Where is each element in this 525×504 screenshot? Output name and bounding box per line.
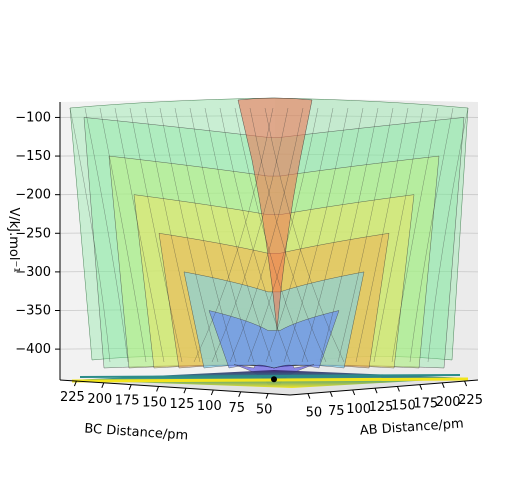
mesh-line-right xyxy=(211,107,289,363)
saddle-point-marker xyxy=(271,376,277,383)
bc-axis-line xyxy=(59,379,291,396)
ab-tick-label: 150 xyxy=(391,398,416,413)
bc-tick-mark xyxy=(210,389,214,396)
mesh-line-left xyxy=(249,107,327,363)
z-tick-label: −350 xyxy=(15,304,51,319)
ab-tick-mark xyxy=(441,382,445,389)
gridline-right xyxy=(274,269,479,273)
gridline-left xyxy=(59,269,276,273)
gridline-left xyxy=(59,115,276,118)
bc-tick-mark xyxy=(265,393,269,399)
gridline-left xyxy=(59,192,276,196)
z-tick-label: −100 xyxy=(15,110,51,125)
mesh-line-left xyxy=(144,107,201,363)
bc-tick-label: 100 xyxy=(197,399,222,414)
bc-tick-mark xyxy=(101,382,105,389)
ab-tick-label: 75 xyxy=(328,404,345,419)
contour-floor xyxy=(71,370,469,388)
gridline-right xyxy=(274,192,479,196)
ab-axis-label: AB Distance/pm xyxy=(359,416,464,438)
mesh-line-right xyxy=(301,107,364,363)
mesh-line-right xyxy=(391,107,439,363)
bc-axis-ticks: 225 200 175 150 125 100 75 50 xyxy=(60,380,273,418)
mesh-line-right xyxy=(373,107,424,363)
mesh-line-left xyxy=(189,107,255,363)
ab-tick-mark xyxy=(419,384,423,390)
bc-tick-label: 125 xyxy=(170,397,195,412)
mesh-line-left xyxy=(234,107,309,363)
gridline-left xyxy=(59,230,276,234)
bc-tick-label: 50 xyxy=(256,403,273,418)
z-axis-label: V/kJ.mol⁻¹ xyxy=(6,207,21,272)
mesh-line-right xyxy=(229,107,304,363)
mesh-line-left xyxy=(99,107,147,363)
z-tick-label: −150 xyxy=(15,149,51,164)
z-tick-label: −400 xyxy=(15,342,51,357)
ab-tick-mark xyxy=(329,391,333,397)
z-tick-label: −200 xyxy=(15,188,51,203)
ab-tick-mark xyxy=(307,393,311,399)
bc-axis-label: BC Distance/pm xyxy=(84,421,189,443)
mesh-line-right xyxy=(427,107,469,363)
mesh-line-right xyxy=(193,107,274,363)
mesh-line-right xyxy=(409,107,454,363)
bc-tick-label: 175 xyxy=(115,394,140,409)
ab-tick-label: 100 xyxy=(346,402,371,417)
bc-tick-label: 225 xyxy=(60,390,85,405)
mesh-line-left xyxy=(174,107,237,363)
mesh-line-right xyxy=(265,107,334,363)
mesh-line-right xyxy=(337,107,394,363)
ab-tick-label: 175 xyxy=(413,397,438,412)
axis-lines xyxy=(59,102,479,396)
bc-tick-label: 150 xyxy=(142,395,167,410)
ab-tick-mark xyxy=(352,389,356,396)
mesh-line-right xyxy=(283,107,349,363)
mesh-line-right xyxy=(319,107,379,363)
surface-mesh xyxy=(69,97,469,385)
floor-contour-yellow xyxy=(71,377,469,383)
ab-tick-mark xyxy=(464,380,468,387)
mesh-line-left xyxy=(114,107,165,363)
mesh-line-left xyxy=(69,107,111,363)
gridline-left xyxy=(59,153,276,157)
mesh-line-left xyxy=(159,107,219,363)
mesh-line-left xyxy=(129,107,183,363)
surface-ridge xyxy=(237,97,313,331)
mesh-line-right xyxy=(355,107,409,363)
mesh-line-left xyxy=(219,107,291,363)
ab-tick-mark xyxy=(374,388,378,394)
bc-tick-label: 75 xyxy=(228,401,245,416)
mesh-line-left xyxy=(204,107,273,363)
marker-layer xyxy=(271,376,277,383)
mesh-line-right xyxy=(247,107,319,363)
mesh-line-left xyxy=(264,107,345,363)
floor-contour-teal xyxy=(79,374,461,378)
z-tick-label: −300 xyxy=(15,265,51,280)
ab-tick-mark xyxy=(396,386,400,392)
ab-tick-label: 200 xyxy=(436,395,461,410)
z-axis-ticks: −100 −150 −200 −250 −300 −350 −400 xyxy=(15,110,60,357)
bc-tick-mark xyxy=(128,384,132,390)
mesh-line-left xyxy=(84,107,129,363)
bc-tick-label: 200 xyxy=(87,392,112,407)
z-tick-label: −250 xyxy=(15,226,51,241)
ab-tick-label: 50 xyxy=(306,406,323,421)
bc-tick-mark xyxy=(156,386,160,392)
bc-tick-mark xyxy=(238,391,242,397)
gridline-right xyxy=(274,153,479,157)
bc-tick-mark xyxy=(73,380,77,387)
ab-tick-label: 225 xyxy=(458,393,483,408)
bc-tick-mark xyxy=(183,388,187,394)
ab-tick-label: 125 xyxy=(369,400,394,415)
ab-axis-line xyxy=(289,379,479,396)
gridline-right xyxy=(274,230,479,234)
